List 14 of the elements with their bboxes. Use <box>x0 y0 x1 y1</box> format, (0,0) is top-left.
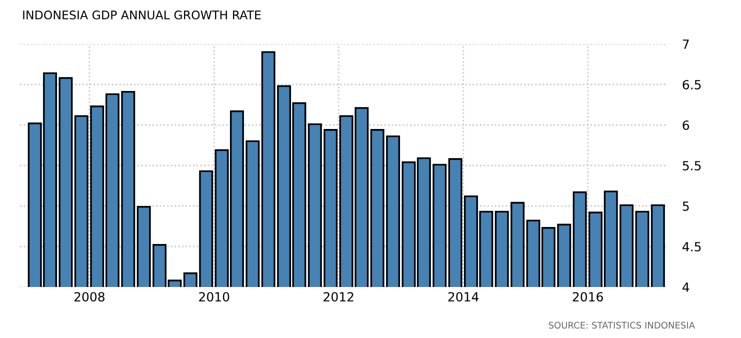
x-tick-label: 2008 <box>74 292 104 302</box>
source-note: SOURCE: STATISTICS INDONESIA <box>548 322 695 329</box>
y-tick-label: 6 <box>682 120 690 130</box>
y-tick-label: 6.5 <box>682 80 701 90</box>
chart-title: INDONESIA GDP ANNUAL GROWTH RATE <box>23 10 261 20</box>
x-tick-label: 2010 <box>199 292 230 302</box>
y-tick-label: 4 <box>682 282 690 292</box>
y-tick-label: 4.5 <box>682 242 701 252</box>
x-tick-label: 2012 <box>324 292 354 302</box>
x-tick-label: 2014 <box>448 292 479 302</box>
y-tick-label: 5.5 <box>682 161 701 170</box>
y-tick-label: 5 <box>682 202 689 211</box>
y-tick-label: 7 <box>682 40 689 49</box>
x-tick-label: 2016 <box>572 292 603 302</box>
